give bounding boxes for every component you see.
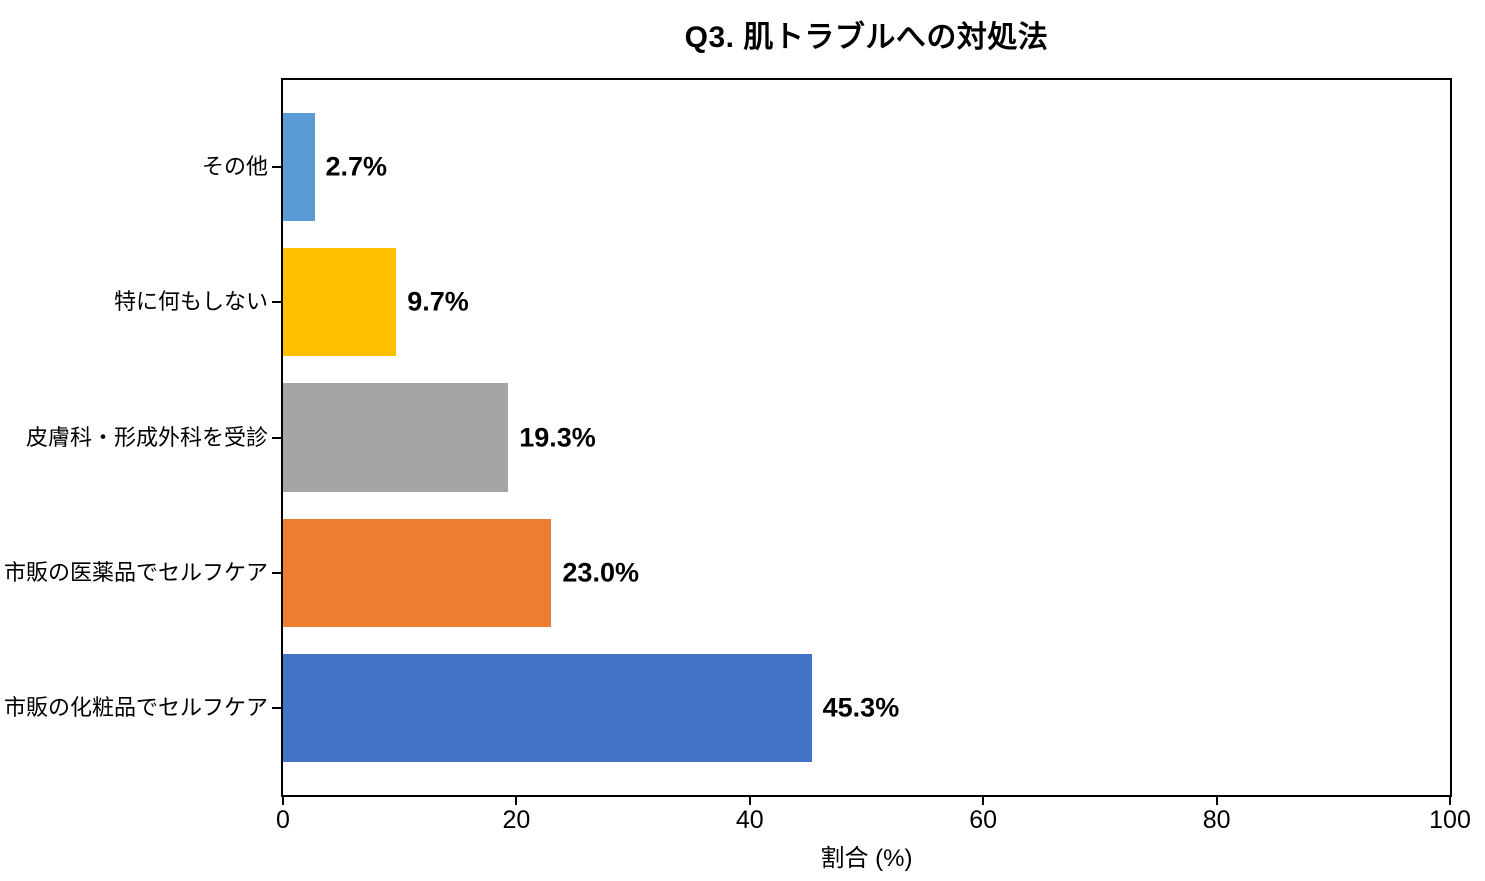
chart-title: Q3. 肌トラブルへの対処法 (684, 21, 1049, 54)
category-label: 特に何もしない (113, 289, 268, 315)
bar (283, 654, 812, 763)
bar-value-label: 23.0% (562, 557, 639, 588)
plot-area: 2.7% その他 9.7% 特に何もしない 19.3% 皮膚科・形成外科を受診 23.0% 市… (4, 78, 1471, 833)
x-axis-label: 割合 (%) (820, 845, 913, 872)
bar (283, 112, 315, 221)
x-axis-tick-label: 0 (276, 806, 290, 834)
y-axis-tick (272, 707, 283, 710)
category-label: 市販の化粧品でセルフケア (3, 695, 268, 721)
bar-value-label: 9.7% (407, 286, 469, 317)
bar-value-label: 19.3% (519, 422, 596, 452)
y-axis-tick (272, 436, 283, 439)
x-axis-tick (282, 795, 284, 805)
bar (283, 383, 509, 492)
y-axis-tick (272, 165, 283, 168)
bar (283, 247, 397, 357)
bar-value-label: 45.3% (822, 692, 900, 723)
x-axis-tick (982, 795, 985, 805)
x-axis-tick (1215, 795, 1218, 805)
x-axis-tick-label: 60 (969, 806, 998, 834)
y-axis-tick (272, 301, 283, 304)
bar-value-label: 2.7% (325, 151, 388, 182)
x-axis-tick (748, 795, 751, 805)
x-axis-tick-label: 80 (1202, 806, 1231, 834)
x-axis-tick-label: 40 (735, 806, 764, 834)
y-axis-tick (272, 571, 283, 574)
x-axis-tick-label: 100 (1429, 806, 1471, 834)
x-axis-tick-label: 20 (502, 806, 531, 834)
category-label: 皮膚科・形成外科を受診 (25, 424, 268, 450)
x-axis-tick (1449, 795, 1451, 805)
x-axis-tick (515, 795, 518, 805)
bar (283, 518, 552, 628)
category-label: 市販の医薬品でセルフケア (3, 559, 268, 585)
category-label: その他 (201, 153, 268, 179)
